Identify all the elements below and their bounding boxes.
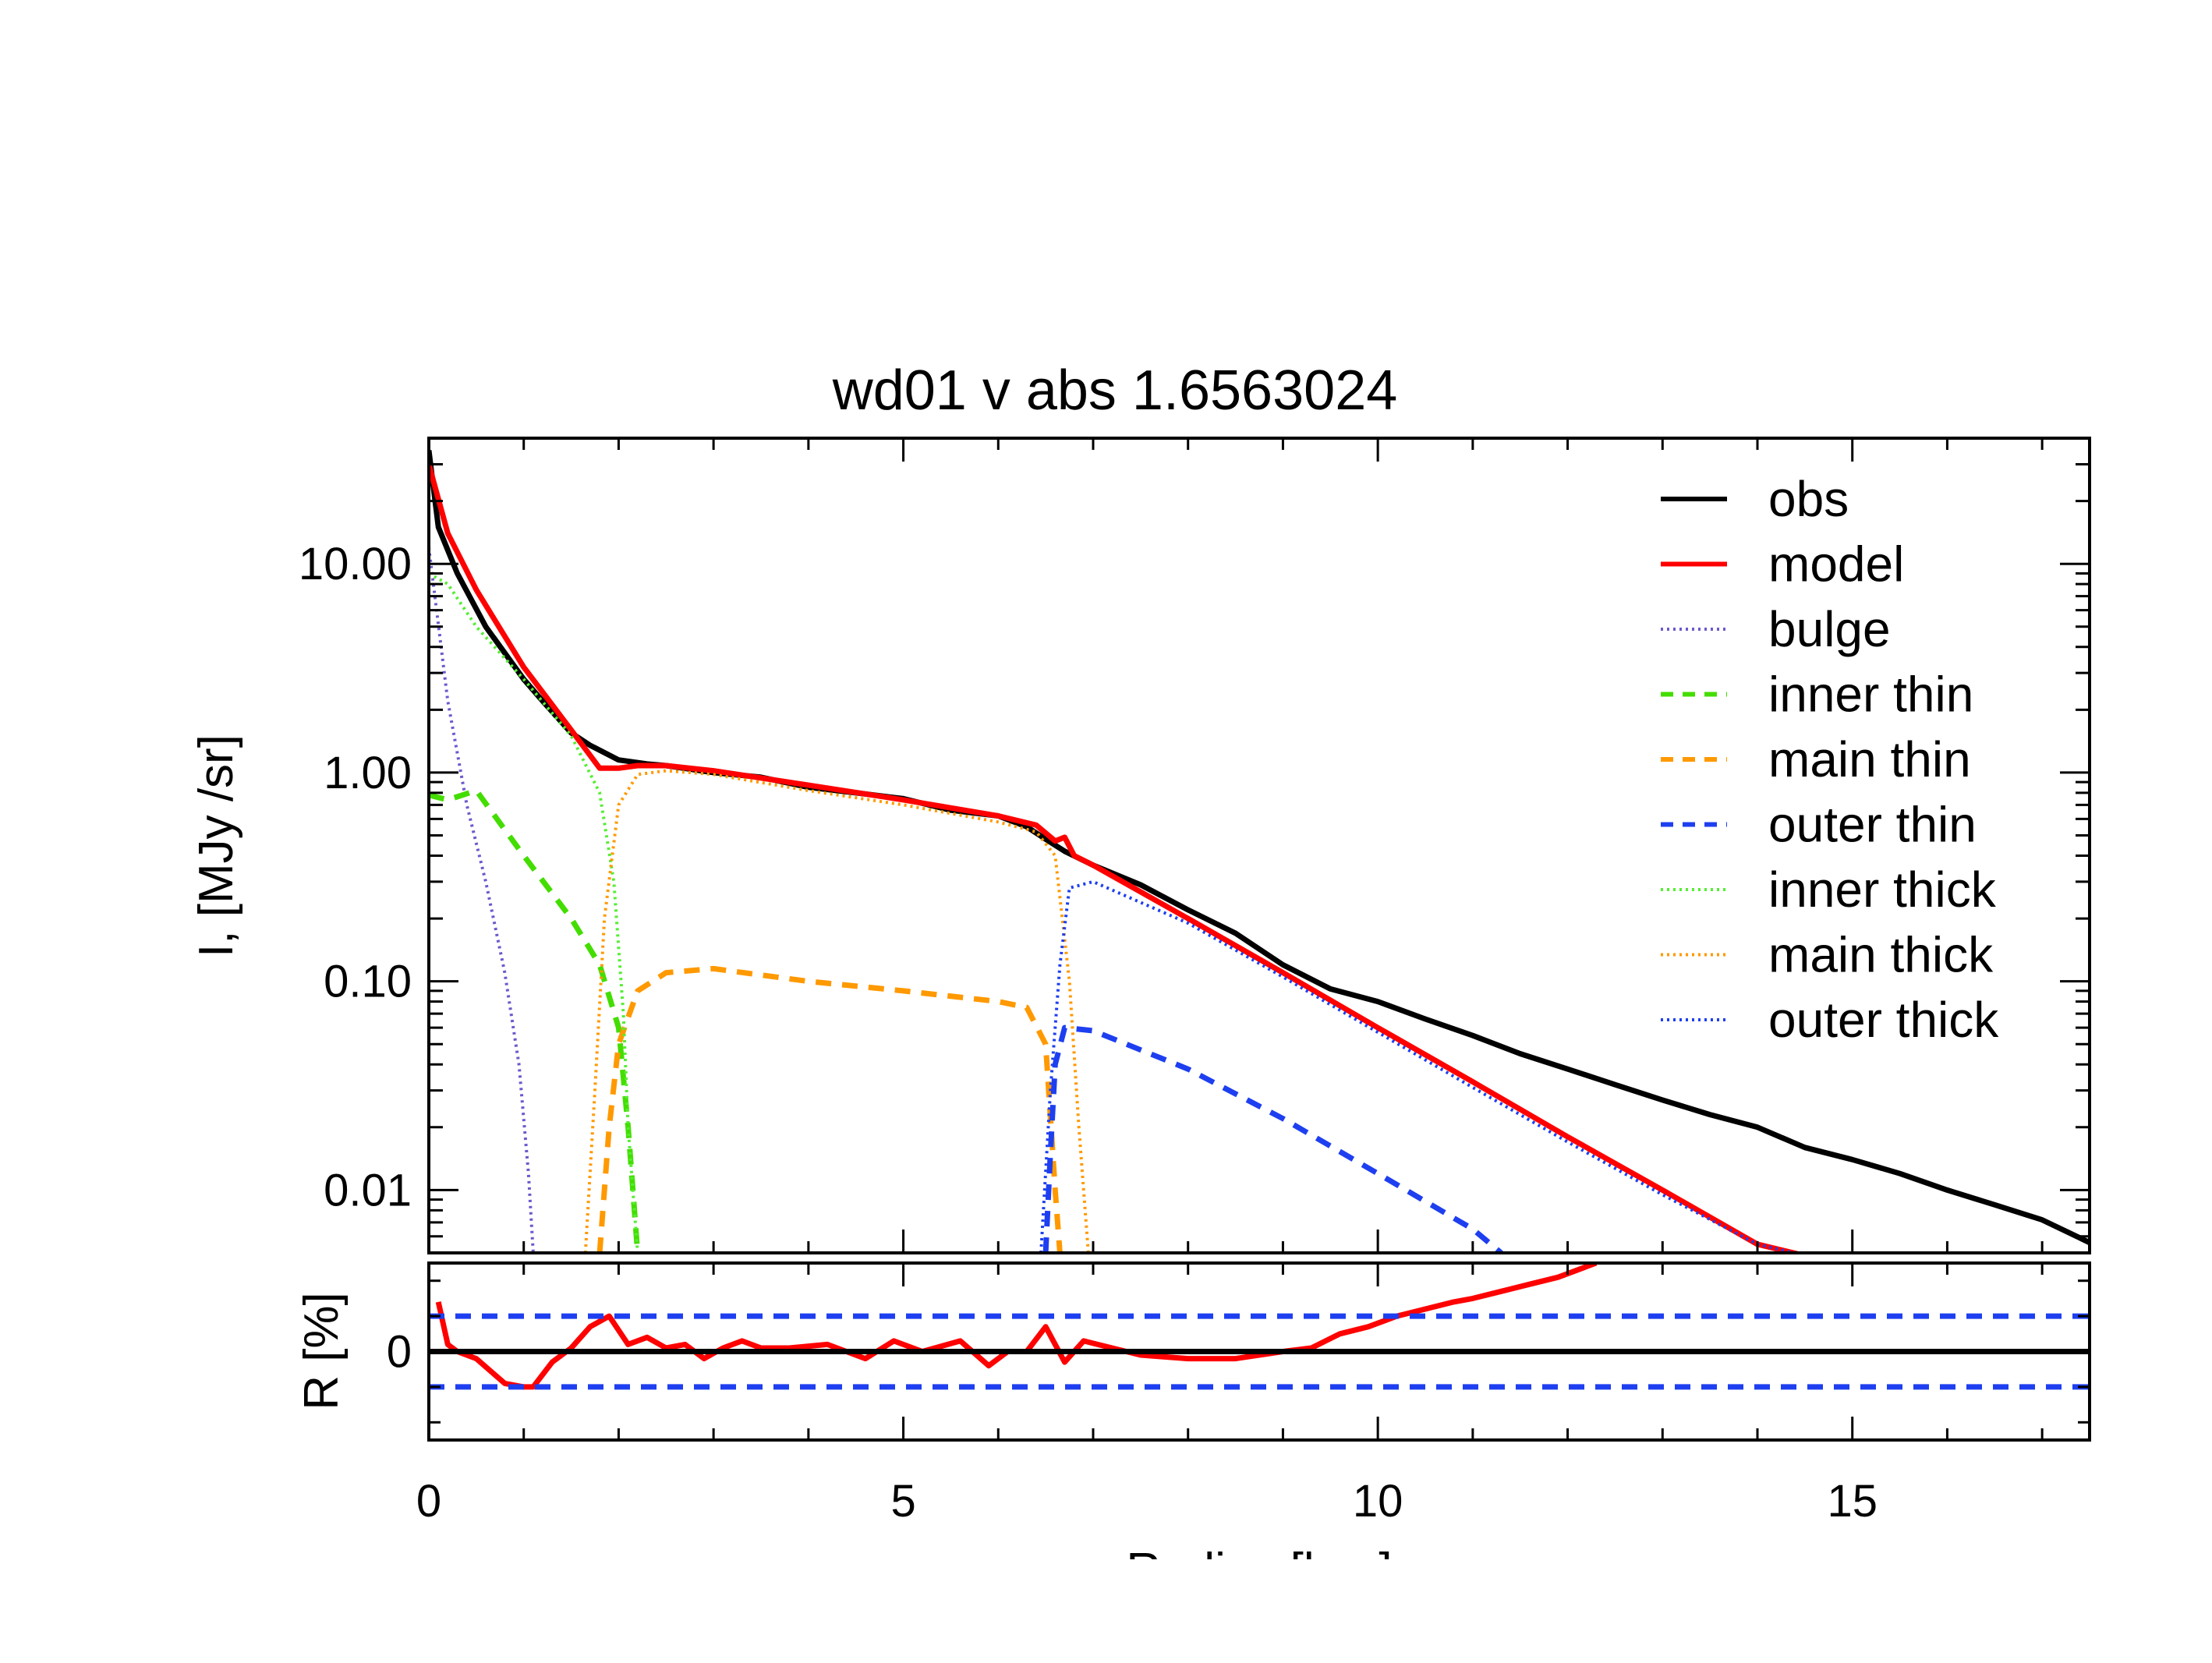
legend-label: inner thick <box>1768 862 1997 918</box>
legend-label: main thin <box>1768 731 1971 787</box>
series-outer-thin-line <box>1042 1024 1503 1253</box>
residual-series-group <box>429 1263 2090 1390</box>
x-label-crop <box>1014 1559 1559 1663</box>
x-tick-label: 15 <box>1827 1476 1878 1527</box>
legend-label: outer thick <box>1768 992 1999 1048</box>
y-tick-label: 10.00 <box>299 539 412 589</box>
residual-y-axis-label: R [%] <box>295 1292 349 1410</box>
legend-item-inner-thin: inner thin <box>1661 667 1973 723</box>
residual-line <box>435 1263 1598 1390</box>
x-tick-label: 10 <box>1353 1476 1403 1527</box>
x-tick-labels: 0 5 10 15 <box>416 1476 1878 1527</box>
legend-item-obs: obs <box>1661 471 1849 527</box>
legend-item-model: model <box>1661 536 1904 593</box>
residual-y-tick-label: 0 <box>387 1327 412 1378</box>
legend-label: main thick <box>1768 927 1994 983</box>
legend-item-main-thick: main thick <box>1661 927 1994 983</box>
series-outer-thick-line <box>1039 879 1800 1253</box>
title-crop <box>819 343 1442 365</box>
y-tick-label: 0.01 <box>324 1165 412 1215</box>
series-main-thick-line <box>583 769 1090 1253</box>
y-tick-label: 0.10 <box>324 957 412 1007</box>
series-main-thin-line <box>596 965 1063 1253</box>
legend: obs model bulge inner thin main thin outer th… <box>1661 471 1999 1048</box>
x-tick-label: 0 <box>416 1476 441 1527</box>
series-inner-thick-line <box>429 571 639 1253</box>
residual-axis-ticks <box>427 1263 2090 1440</box>
legend-label: bulge <box>1768 601 1891 657</box>
legend-label: outer thin <box>1768 797 1977 853</box>
profile-axis-ticks <box>427 437 2090 1254</box>
x-tick-label: 5 <box>890 1476 915 1527</box>
y-axis-label: I, [MJy /sr] <box>189 734 243 957</box>
profile-series-group <box>429 450 2090 1253</box>
residual-y-tick-labels: 0 <box>387 1327 412 1378</box>
chart-title: wd01 v abs 1.6563024 <box>832 359 1398 422</box>
legend-item-outer-thin: outer thin <box>1661 797 1977 853</box>
legend-label: obs <box>1768 471 1849 527</box>
legend-item-bulge: bulge <box>1661 601 1891 657</box>
y-tick-label: 1.00 <box>324 748 412 798</box>
legend-label: inner thin <box>1768 667 1973 723</box>
profile-y-tick-labels: 10.00 1.00 0.10 0.01 <box>299 539 412 1215</box>
legend-item-outer-thick: outer thick <box>1661 992 1999 1048</box>
profile-plot-frame <box>427 437 2091 1254</box>
series-inner-thin-line <box>429 787 641 1253</box>
series-model-line <box>429 463 1806 1253</box>
legend-item-inner-thick: inner thick <box>1661 862 1997 918</box>
legend-label: model <box>1768 536 1904 593</box>
legend-item-main-thin: main thin <box>1661 731 1971 787</box>
